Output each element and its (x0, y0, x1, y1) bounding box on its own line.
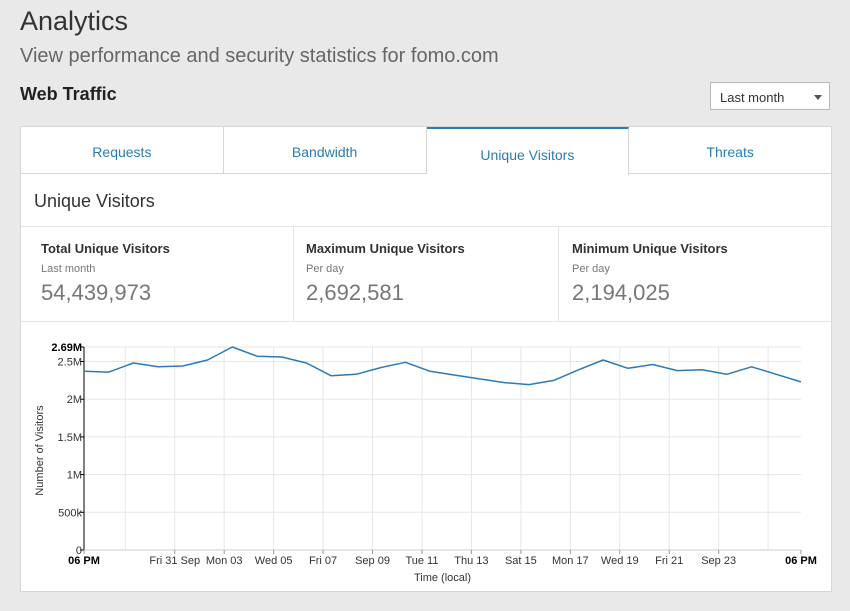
x-tick-label: 06 PM (68, 555, 100, 567)
stat-separator (558, 227, 559, 321)
x-tick-label: Sep 23 (701, 555, 736, 567)
unique-visitors-chart: 0 500k 1M 1.5M 2M 2.5M 2.69M 06 PM Fri 31 Sep Mon… (34, 342, 817, 584)
page-title: Analytics (20, 6, 129, 36)
tab-bandwidth[interactable]: Bandwidth (223, 127, 427, 174)
x-tick-label: Mon 17 (552, 555, 589, 567)
divider (21, 321, 831, 322)
y-tick-label: 2.69M (51, 342, 82, 354)
divider (21, 226, 831, 227)
y-tick-label: 0 (76, 545, 82, 557)
stat-value: 54,439,973 (41, 280, 152, 305)
stat-label: Minimum Unique Visitors (572, 241, 728, 256)
date-range-select[interactable]: Last month (710, 82, 830, 110)
stat-sublabel: Per day (306, 263, 344, 275)
x-tick-label: Fri 07 (309, 555, 337, 567)
x-tick-label: Thu 13 (454, 555, 488, 567)
tab-requests[interactable]: Requests (21, 127, 224, 174)
y-tick-label: 2.5M (58, 357, 82, 369)
x-tick-label: Mon 03 (206, 555, 243, 567)
x-tick-label: Fri 21 (655, 555, 683, 567)
stat-sublabel: Per day (572, 263, 610, 275)
y-tick-label: 1.5M (58, 432, 82, 444)
page-subtitle: View performance and security statistics… (20, 45, 499, 67)
panel-title: Unique Visitors (34, 191, 155, 211)
x-tick-label: Sep 09 (355, 555, 390, 567)
stat-separator (293, 227, 294, 321)
analytics-card: Requests Bandwidth Unique Visitors Threa… (20, 126, 832, 592)
y-axis-title: Number of Visitors (34, 405, 46, 496)
x-tick-label: Sat 15 (505, 555, 537, 567)
stat-maximum-unique-visitors: Maximum Unique Visitors Per day 2,692,58… (306, 227, 572, 321)
tab-bar: Requests Bandwidth Unique Visitors Threa… (21, 127, 831, 176)
stat-minimum-unique-visitors: Minimum Unique Visitors Per day 2,194,02… (572, 227, 838, 321)
stat-total-unique-visitors: Total Unique Visitors Last month 54,439,… (41, 227, 307, 321)
x-tick-label: Fri 31 Sep (149, 555, 200, 567)
x-tick-label: 06 PM (785, 555, 817, 567)
stat-sublabel: Last month (41, 263, 96, 275)
tab-threats[interactable]: Threats (629, 127, 831, 174)
stat-label: Maximum Unique Visitors (306, 241, 465, 256)
x-tick-label: Wed 05 (255, 555, 293, 567)
series-line (83, 346, 802, 386)
caret-down-icon (814, 95, 822, 100)
date-range-value: Last month (720, 90, 785, 105)
x-tick-label: Tue 11 (405, 555, 438, 567)
stat-label: Total Unique Visitors (41, 241, 170, 256)
y-tick-label: 500k (58, 507, 82, 519)
section-title: Web Traffic (20, 84, 117, 104)
stat-value: 2,692,581 (306, 280, 404, 305)
x-axis-title: Time (local) (414, 572, 471, 584)
y-tick-label: 1M (67, 470, 82, 482)
x-tick-label: Wed 19 (601, 555, 639, 567)
tab-unique-visitors[interactable]: Unique Visitors (426, 127, 630, 176)
stat-value: 2,194,025 (572, 280, 670, 305)
y-tick-label: 2M (67, 394, 82, 406)
